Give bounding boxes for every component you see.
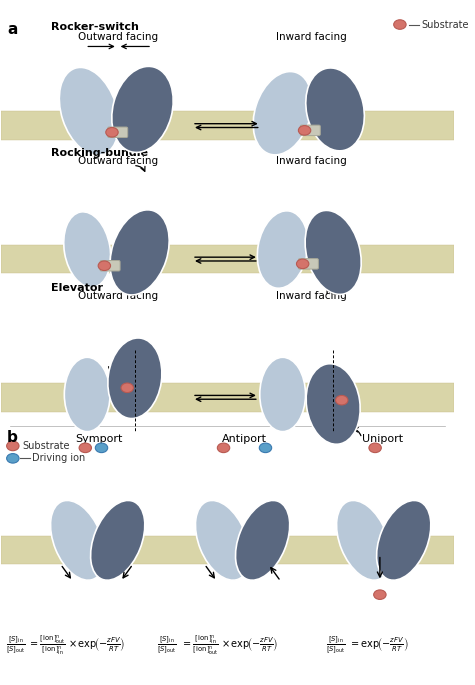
FancyBboxPatch shape — [300, 125, 320, 136]
Ellipse shape — [98, 261, 111, 271]
FancyBboxPatch shape — [100, 260, 120, 271]
Ellipse shape — [337, 501, 391, 580]
Ellipse shape — [79, 443, 92, 453]
FancyBboxPatch shape — [108, 127, 128, 138]
Ellipse shape — [257, 211, 308, 288]
Ellipse shape — [7, 453, 19, 463]
Ellipse shape — [298, 125, 311, 135]
Text: $\frac{[S]_{\rm in}}{[S]_{\rm out}}$: $\frac{[S]_{\rm in}}{[S]_{\rm out}}$ — [6, 634, 26, 656]
Ellipse shape — [195, 501, 250, 580]
Ellipse shape — [253, 71, 312, 155]
Bar — [1, 383, 454, 412]
Ellipse shape — [59, 67, 119, 155]
Ellipse shape — [50, 501, 105, 580]
Text: $\frac{[S]_{\rm in}}{[S]_{\rm out}}$: $\frac{[S]_{\rm in}}{[S]_{\rm out}}$ — [157, 634, 177, 656]
Ellipse shape — [296, 259, 309, 269]
Ellipse shape — [260, 358, 305, 432]
Ellipse shape — [377, 501, 431, 580]
Text: Outward facing: Outward facing — [77, 32, 158, 42]
Text: Elevator: Elevator — [51, 283, 103, 293]
Text: Substrate: Substrate — [421, 20, 468, 29]
Text: Inward facing: Inward facing — [276, 156, 347, 166]
Ellipse shape — [112, 66, 173, 153]
Ellipse shape — [374, 590, 386, 599]
Bar — [1, 111, 454, 140]
Text: Outward facing: Outward facing — [77, 291, 158, 301]
Ellipse shape — [110, 210, 169, 295]
Text: $= \frac{[{\rm ion}]^n_{\rm in}}{[{\rm ion}]^n_{\rm out}}$: $= \frac{[{\rm ion}]^n_{\rm in}}{[{\rm i… — [180, 634, 218, 657]
FancyBboxPatch shape — [298, 259, 318, 269]
Text: Substrate: Substrate — [22, 441, 70, 451]
Text: Uniport: Uniport — [362, 434, 403, 444]
Ellipse shape — [106, 127, 118, 137]
Text: Rocker-switch: Rocker-switch — [51, 22, 139, 32]
Text: $\times \,{\rm exp}\!\left(-\frac{zFV}{RT}\right)$: $\times \,{\rm exp}\!\left(-\frac{zFV}{R… — [68, 636, 125, 654]
Text: $\frac{[S]_{\rm in}}{[S]_{\rm out}}$: $\frac{[S]_{\rm in}}{[S]_{\rm out}}$ — [325, 634, 345, 656]
Ellipse shape — [369, 443, 381, 453]
Ellipse shape — [7, 441, 19, 451]
Ellipse shape — [64, 212, 111, 287]
Ellipse shape — [335, 395, 348, 405]
Bar — [1, 536, 454, 564]
Ellipse shape — [236, 501, 290, 580]
Text: $= \frac{[{\rm ion}]^n_{\rm out}}{[{\rm ion}]^n_{\rm in}}$: $= \frac{[{\rm ion}]^n_{\rm out}}{[{\rm … — [28, 634, 66, 657]
Text: Inward facing: Inward facing — [276, 32, 347, 42]
Text: Antiport: Antiport — [222, 434, 267, 444]
Ellipse shape — [64, 358, 110, 432]
Ellipse shape — [218, 443, 230, 453]
Ellipse shape — [121, 383, 133, 393]
Text: b: b — [7, 429, 18, 445]
Text: Symport: Symport — [75, 434, 123, 444]
Text: a: a — [7, 22, 18, 37]
Text: Rocking-bundle: Rocking-bundle — [51, 147, 148, 158]
Text: Outward facing: Outward facing — [77, 156, 158, 166]
Ellipse shape — [306, 68, 364, 151]
Text: $= {\rm exp}\!\left(-\frac{zFV}{RT}\right)$: $= {\rm exp}\!\left(-\frac{zFV}{RT}\righ… — [350, 636, 409, 654]
Ellipse shape — [91, 501, 145, 580]
Text: Inward facing: Inward facing — [276, 291, 347, 301]
Ellipse shape — [305, 210, 361, 295]
Text: Driving ion: Driving ion — [32, 453, 85, 463]
Bar — [1, 245, 454, 273]
Ellipse shape — [95, 443, 108, 453]
Ellipse shape — [108, 338, 162, 419]
Ellipse shape — [259, 443, 272, 453]
Text: $\times \,{\rm exp}\!\left(-\frac{zFV}{RT}\right)$: $\times \,{\rm exp}\!\left(-\frac{zFV}{R… — [221, 636, 278, 654]
Ellipse shape — [306, 364, 360, 445]
Ellipse shape — [394, 20, 406, 29]
